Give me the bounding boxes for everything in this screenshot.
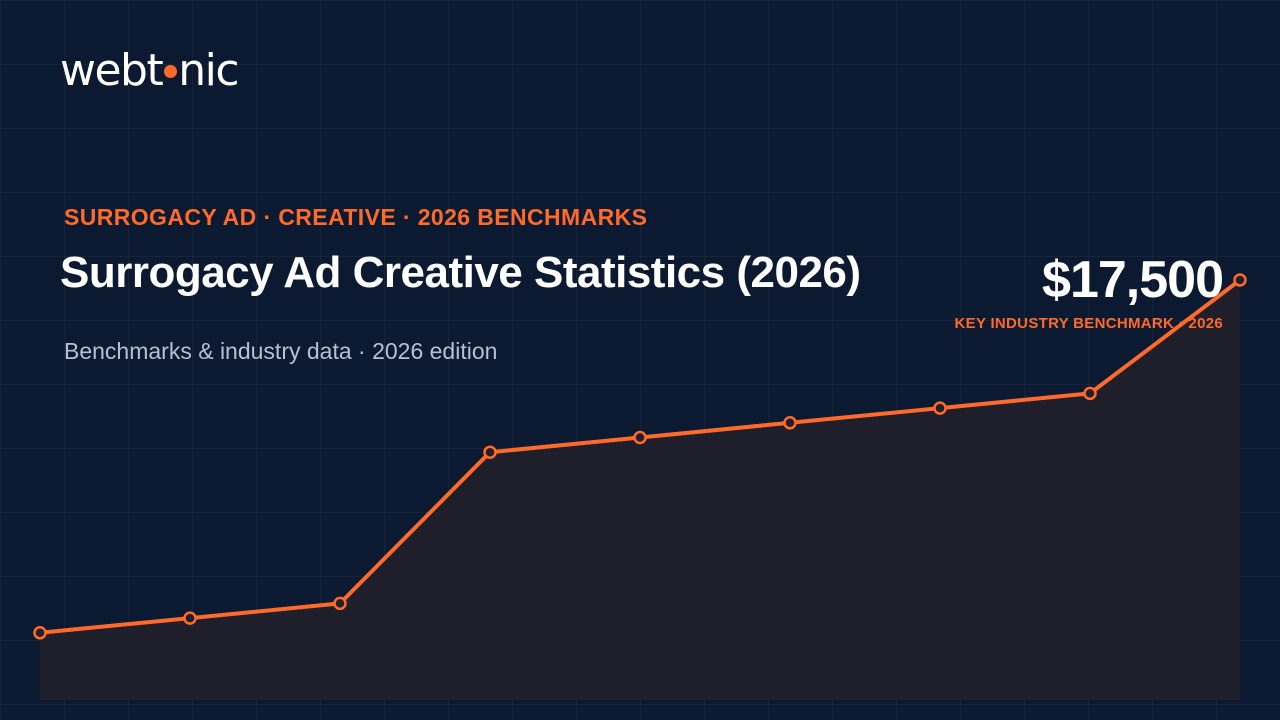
benchmark-value: $17,500 [1042, 251, 1224, 309]
chart-point-1 [33, 626, 47, 640]
logo-dot-icon [164, 64, 178, 78]
chart-point-3 [333, 596, 347, 611]
chart-point-7 [933, 401, 947, 415]
chart-point-5 [633, 430, 647, 445]
benchmark-label: KEY INDUSTRY BENCHMARK · 2026 [954, 315, 1223, 332]
webtonic-logo: webt nic [60, 45, 240, 96]
chart-point-9 [1233, 273, 1247, 287]
kicker-label: SURROGACY AD · CREATIVE · 2026 BENCHMARK… [64, 204, 648, 230]
chart-point-4 [483, 445, 497, 459]
page-subtitle: Benchmarks & industry data · 2026 editio… [64, 338, 498, 364]
page-title: Surrogacy Ad Creative Statistics (2026) [60, 248, 861, 297]
chart-points [33, 273, 1247, 640]
chart-point-8 [1083, 386, 1097, 401]
chart-point-6 [783, 416, 797, 430]
chart-point-2 [183, 611, 197, 625]
chart-area-fill [40, 280, 1240, 700]
